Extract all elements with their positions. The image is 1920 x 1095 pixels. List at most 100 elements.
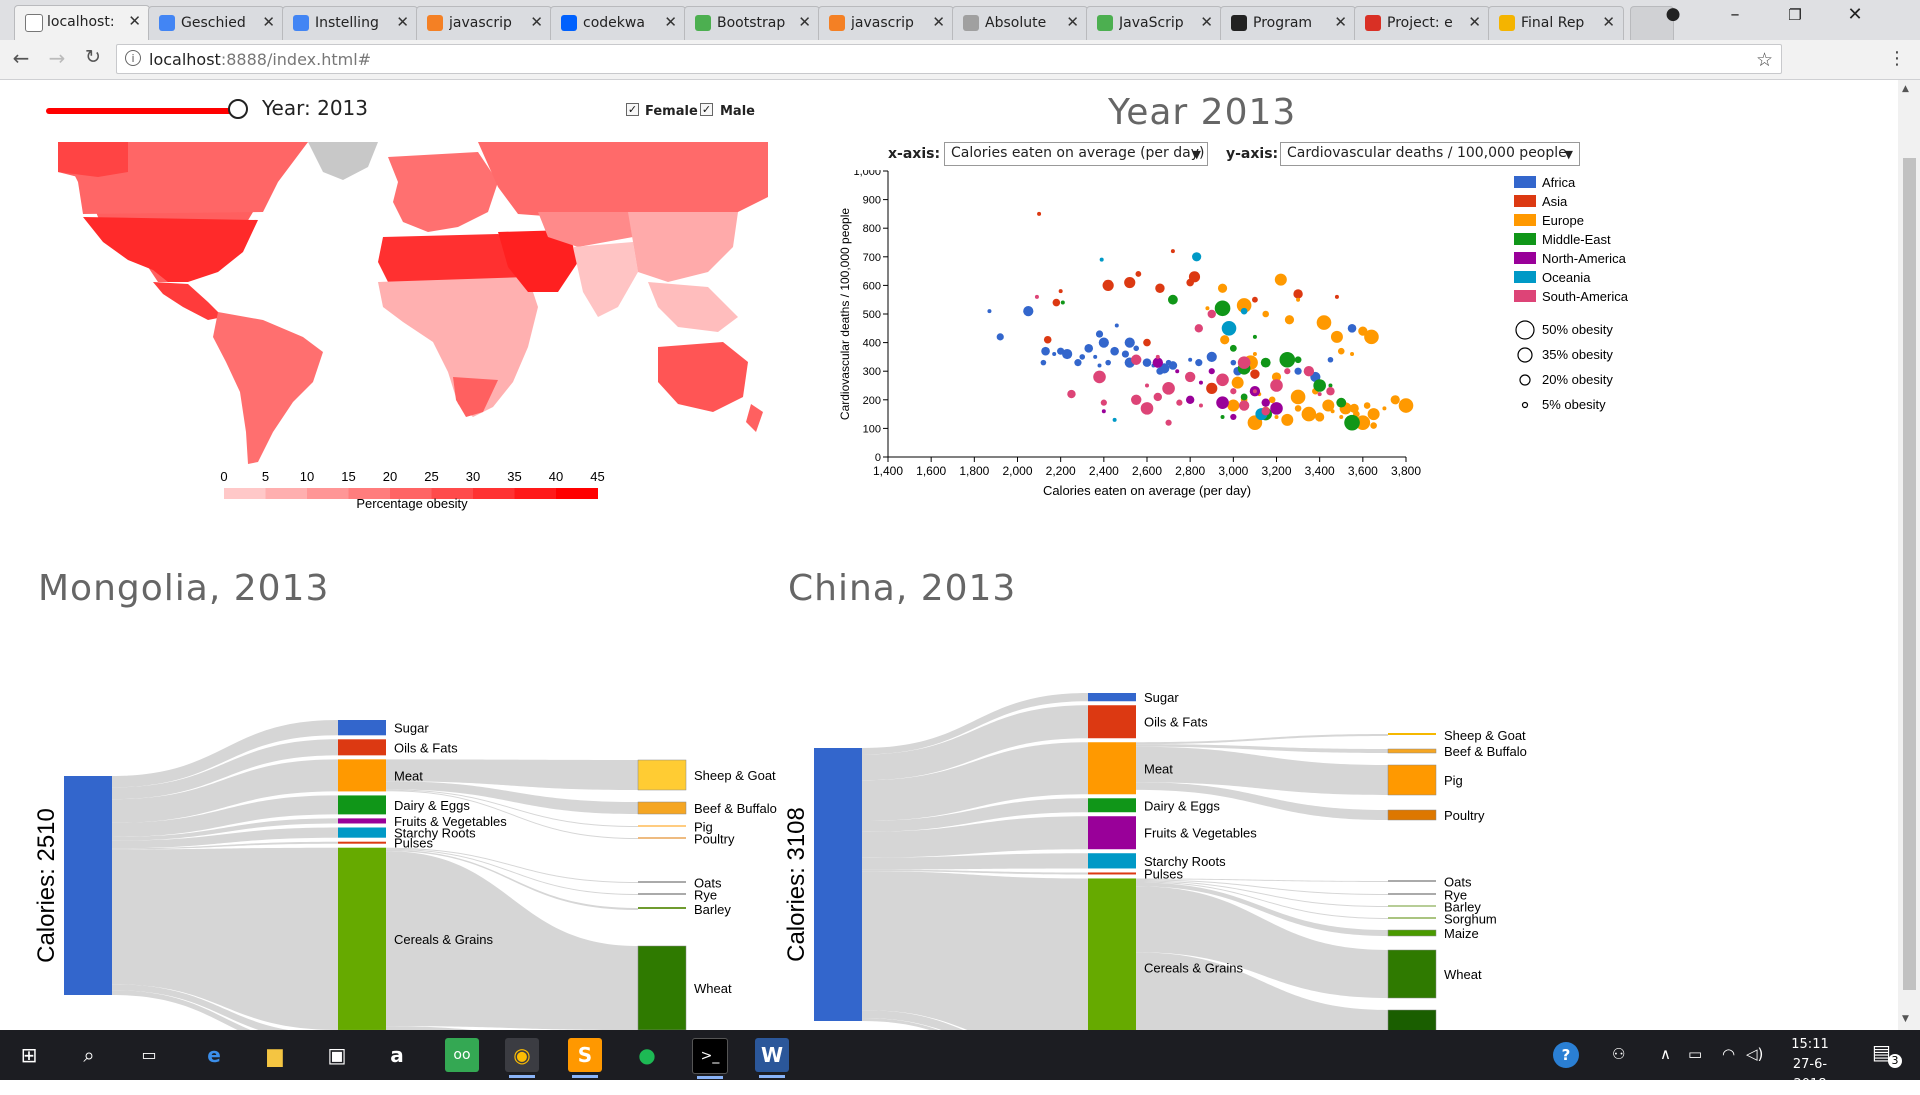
sankey-node[interactable]: [1387, 929, 1437, 937]
data-point-south-america[interactable]: [1207, 309, 1216, 319]
browser-tab-2[interactable]: Instelling ✕: [282, 6, 418, 40]
people-icon[interactable]: ⚇: [1612, 1045, 1626, 1063]
data-point-asia[interactable]: [1102, 279, 1114, 291]
x-axis-select[interactable]: Calories eaten on average (per day) ▼: [944, 142, 1208, 166]
map-region-new-zealand[interactable]: [746, 404, 763, 432]
sublime-text-icon[interactable]: S: [568, 1038, 602, 1078]
map-region-middle-east[interactable]: [498, 230, 578, 292]
tab-close-icon[interactable]: ✕: [932, 13, 945, 31]
year-slider-track[interactable]: [46, 108, 238, 114]
data-point-africa[interactable]: [1114, 323, 1119, 328]
sankey-node[interactable]: [1088, 798, 1136, 813]
data-point-africa[interactable]: [1093, 354, 1098, 359]
data-point-europe[interactable]: [1364, 329, 1379, 345]
world-obesity-map[interactable]: [58, 142, 768, 467]
page-scrollbar[interactable]: ▲ ▼: [1898, 80, 1920, 1030]
tab-close-icon[interactable]: ✕: [530, 13, 543, 31]
data-point-europe[interactable]: [1339, 414, 1344, 419]
map-region-alaska[interactable]: [58, 142, 128, 177]
data-point-south-america[interactable]: [1237, 356, 1251, 369]
data-point-south-america[interactable]: [1252, 389, 1257, 394]
data-point-asia[interactable]: [1188, 271, 1201, 283]
data-point-africa[interactable]: [1294, 367, 1302, 375]
sankey-node[interactable]: [1387, 1009, 1437, 1030]
data-point-south-america[interactable]: [1131, 394, 1142, 405]
map-region-australia[interactable]: [658, 342, 748, 412]
browser-tab-7[interactable]: Absolute ✕: [952, 6, 1088, 40]
tab-close-icon[interactable]: ✕: [1334, 13, 1347, 31]
browser-menu-icon[interactable]: ⋮: [1888, 48, 1906, 69]
map-region-south-america[interactable]: [213, 312, 323, 464]
data-point-europe[interactable]: [1367, 408, 1380, 421]
data-point-south-america[interactable]: [1034, 294, 1039, 299]
tab-close-icon[interactable]: ✕: [1200, 13, 1213, 31]
data-point-africa[interactable]: [1110, 346, 1119, 356]
data-point-europe[interactable]: [1274, 273, 1287, 286]
data-point-europe[interactable]: [1262, 310, 1270, 318]
female-checkbox[interactable]: ✓: [626, 103, 639, 116]
data-point-asia[interactable]: [1037, 211, 1042, 216]
browser-tab-1[interactable]: Geschied ✕: [148, 6, 284, 40]
data-point-middle-east[interactable]: [1328, 383, 1333, 388]
data-point-europe[interactable]: [1284, 315, 1295, 325]
data-point-europe[interactable]: [1252, 352, 1257, 357]
data-point-oceania[interactable]: [1240, 307, 1248, 315]
sankey-total-bar[interactable]: [814, 748, 862, 1021]
sankey-node[interactable]: [1088, 878, 1136, 1030]
sankey-node[interactable]: [1387, 748, 1437, 754]
data-point-south-america[interactable]: [1270, 379, 1283, 392]
data-point-middle-east[interactable]: [1060, 300, 1065, 305]
data-point-south-america[interactable]: [1153, 392, 1162, 402]
back-button[interactable]: ←: [12, 46, 30, 70]
data-point-africa[interactable]: [1121, 350, 1130, 358]
data-point-asia[interactable]: [1124, 276, 1136, 289]
data-point-north-america[interactable]: [1270, 402, 1283, 415]
data-point-europe[interactable]: [1330, 330, 1343, 343]
data-point-africa[interactable]: [1097, 363, 1102, 368]
data-point-north-america[interactable]: [1175, 369, 1180, 374]
map-region-central-asia[interactable]: [538, 212, 638, 247]
data-point-middle-east[interactable]: [1168, 294, 1178, 305]
data-point-europe[interactable]: [1217, 283, 1228, 293]
data-point-middle-east[interactable]: [1294, 356, 1302, 364]
y-axis-select[interactable]: Cardiovascular deaths / 100,000 people ▼: [1280, 142, 1580, 166]
browser-tab-9[interactable]: Program ✕: [1220, 6, 1356, 40]
data-point-south-america[interactable]: [1155, 354, 1160, 359]
data-point-africa[interactable]: [1095, 330, 1104, 338]
data-point-north-america[interactable]: [1152, 357, 1163, 368]
data-point-europe[interactable]: [1315, 412, 1325, 422]
search-icon[interactable]: ⌕: [83, 1043, 95, 1067]
profile-icon[interactable]: ●: [1665, 4, 1681, 24]
sankey-node[interactable]: [1088, 693, 1136, 702]
data-point-north-america[interactable]: [1216, 396, 1229, 409]
forward-button[interactable]: →: [48, 46, 66, 70]
browser-tab-0[interactable]: localhost: ✕: [14, 5, 150, 40]
data-point-europe[interactable]: [1370, 422, 1377, 429]
map-region-southern-africa[interactable]: [453, 377, 498, 417]
data-point-middle-east[interactable]: [1214, 300, 1231, 317]
tab-close-icon[interactable]: ✕: [1468, 13, 1481, 31]
browser-tab-10[interactable]: Project: e ✕: [1354, 6, 1490, 40]
data-point-africa[interactable]: [1133, 345, 1140, 352]
map-region-europe[interactable]: [388, 152, 498, 232]
data-point-europe[interactable]: [1390, 395, 1400, 405]
data-point-asia[interactable]: [1250, 369, 1260, 379]
sankey-node[interactable]: [338, 795, 386, 815]
data-point-north-america[interactable]: [1208, 368, 1215, 375]
data-point-africa[interactable]: [996, 333, 1004, 341]
data-point-europe[interactable]: [1281, 413, 1294, 426]
scrollbar-thumb[interactable]: [1903, 158, 1916, 990]
info-icon[interactable]: i: [125, 50, 141, 66]
data-point-europe[interactable]: [1290, 389, 1306, 405]
data-point-middle-east[interactable]: [1336, 397, 1347, 408]
data-point-africa[interactable]: [1230, 359, 1237, 366]
tab-close-icon[interactable]: ✕: [128, 12, 141, 30]
data-point-north-america[interactable]: [1185, 395, 1195, 404]
data-point-africa[interactable]: [1052, 352, 1057, 357]
map-region-southeast-asia[interactable]: [648, 282, 738, 332]
sankey-total-bar[interactable]: [64, 776, 112, 995]
data-point-south-america[interactable]: [1162, 382, 1175, 395]
notifications-icon[interactable]: ▤: [1872, 1040, 1891, 1064]
tripadvisor-icon[interactable]: oo: [445, 1038, 479, 1072]
sankey-node[interactable]: [1387, 764, 1437, 796]
